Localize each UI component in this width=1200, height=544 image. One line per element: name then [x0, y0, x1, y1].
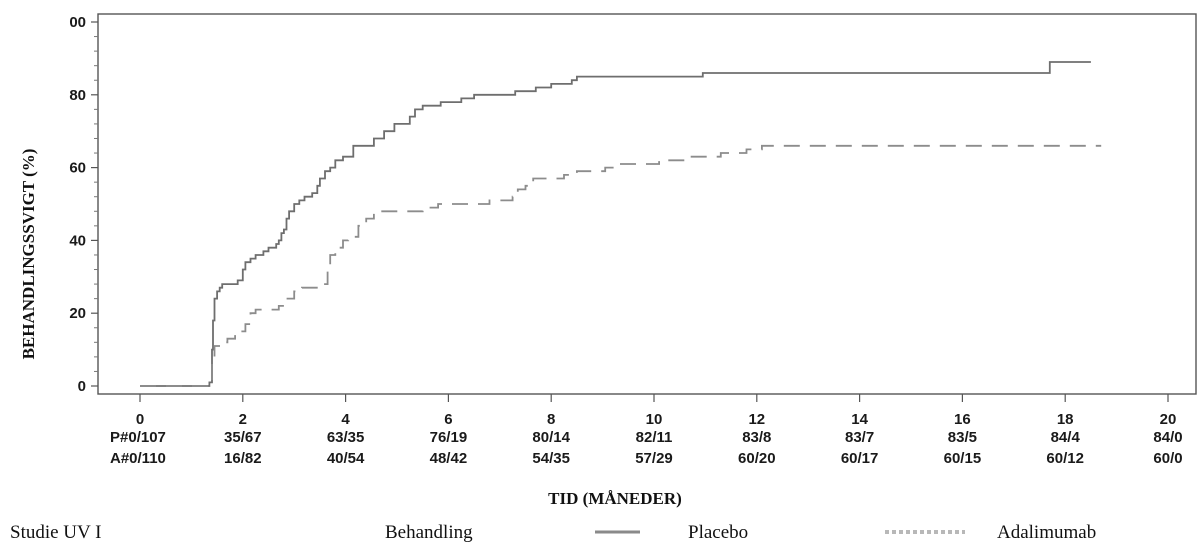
- risk-cell: 60/12: [1046, 450, 1084, 467]
- risk-cell: 63/35: [327, 429, 365, 446]
- y-tick-label: 40: [69, 232, 86, 249]
- legend-header: Behandling: [385, 522, 473, 543]
- y-tick-label: 00: [69, 14, 86, 31]
- risk-cell: 80/14: [532, 429, 570, 446]
- y-axis-title: BEHANDLINGSSVIGT (%): [19, 149, 38, 360]
- risk-cell: 57/29: [635, 450, 673, 467]
- x-tick-label: 16: [954, 411, 971, 428]
- y-tick-label: 0: [78, 378, 86, 395]
- x-tick-label: 2: [239, 411, 247, 428]
- risk-row-label: A#0/110: [110, 450, 166, 467]
- risk-cell: 48/42: [430, 450, 468, 467]
- legend-study-label: Studie UV I: [10, 522, 101, 543]
- x-tick-label: 4: [341, 411, 350, 428]
- x-axis-title: TID (MÅNEDER): [548, 489, 682, 508]
- risk-cell: 82/11: [636, 429, 673, 446]
- x-tick-label: 6: [444, 411, 452, 428]
- risk-cell: 84/0: [1153, 429, 1182, 446]
- risk-cell: 60/17: [841, 450, 879, 467]
- x-tick-label: 14: [851, 411, 868, 428]
- risk-cell: 40/54: [327, 450, 365, 467]
- y-tick-label: 80: [69, 87, 86, 104]
- x-axis: 0 2 4 6 8 10 12 14 16 18 20: [136, 394, 1177, 428]
- risk-row-label: P#0/107: [110, 429, 166, 446]
- series-group: [140, 61, 1102, 387]
- series-line-placebo: [140, 61, 1091, 387]
- legend: Studie UV I Behandling Placebo Adalimuma…: [10, 522, 1096, 543]
- x-tick-label: 20: [1160, 411, 1177, 428]
- legend-label-placebo: Placebo: [688, 522, 748, 543]
- y-tick-label: 20: [69, 305, 86, 322]
- x-tick-label: 10: [646, 411, 663, 428]
- x-tick-label: 8: [547, 411, 555, 428]
- risk-cell: 76/19: [430, 429, 468, 446]
- series-line-adalimumab: [140, 144, 1102, 387]
- risk-cell: 83/8: [742, 429, 771, 446]
- risk-cell: 16/82: [224, 450, 262, 467]
- risk-table: P#0/107 35/67 63/35 76/19 80/14 82/11 83/8 83/7…: [110, 429, 1183, 467]
- risk-cell: 83/5: [948, 429, 977, 446]
- risk-cell: 84/4: [1051, 429, 1081, 446]
- y-axis: 0 20 40 60 80 00: [69, 14, 98, 395]
- risk-cell: 83/7: [845, 429, 874, 446]
- x-tick-label: 18: [1057, 411, 1074, 428]
- x-tick-label: 0: [136, 411, 144, 428]
- legend-label-adalimumab: Adalimumab: [997, 522, 1096, 543]
- risk-cell: 60/15: [944, 450, 982, 467]
- plot-frame: [97, 13, 1197, 395]
- x-tick-label: 12: [748, 411, 765, 428]
- risk-cell: 60/0: [1153, 450, 1182, 467]
- risk-cell: 60/20: [738, 450, 776, 467]
- y-tick-label: 60: [69, 160, 86, 177]
- risk-cell: 35/67: [224, 429, 262, 446]
- risk-cell: 54/35: [532, 450, 570, 467]
